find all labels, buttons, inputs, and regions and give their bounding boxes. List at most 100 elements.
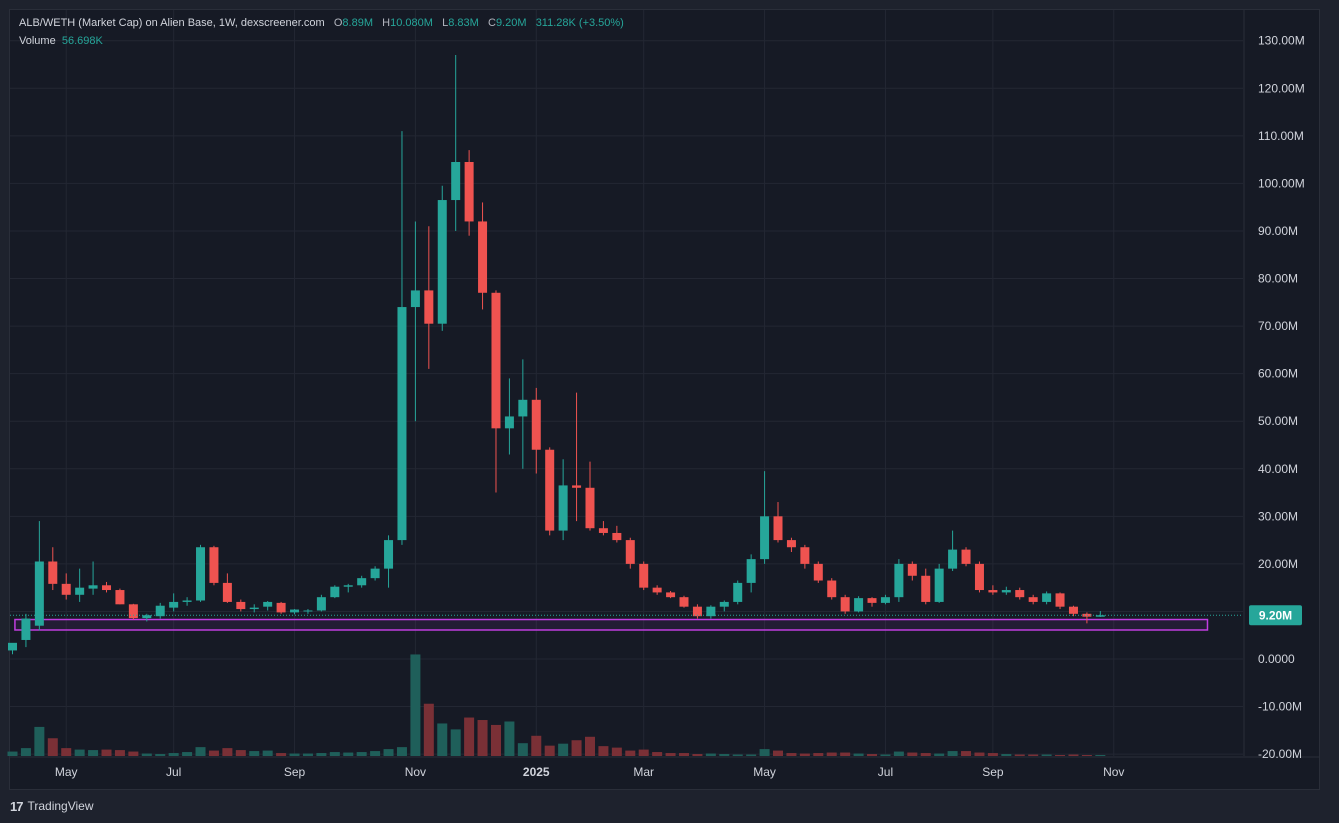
- y-tick-label: 120.00M: [1258, 81, 1305, 95]
- candle: [572, 392, 582, 522]
- candle: [504, 378, 514, 455]
- candle: [102, 581, 112, 593]
- candle: [290, 609, 300, 615]
- legend-title: ALB/WETH (Market Cap) on Alien Base, 1W,…: [19, 17, 325, 29]
- y-axis[interactable]: 130.00M 120.00M 110.00M 100.00M 90.00M 80.00M…: [1258, 34, 1305, 761]
- candle-body: [370, 568, 380, 579]
- volume-bar: [276, 753, 287, 756]
- candle: [182, 597, 192, 606]
- candle: [236, 599, 246, 612]
- candle: [384, 535, 394, 588]
- candle-body: [612, 532, 622, 541]
- footer-brand[interactable]: TradingView: [27, 799, 94, 813]
- volume-bar: [705, 753, 716, 756]
- volume-bar: [396, 747, 407, 756]
- x-tick-label: May: [753, 765, 776, 779]
- volume-bar: [679, 753, 689, 756]
- candle-body: [531, 399, 541, 450]
- candle-body: [666, 592, 676, 598]
- candle-body: [384, 540, 394, 569]
- volume-bar: [947, 751, 958, 756]
- volume-bar: [571, 740, 582, 756]
- candle: [840, 594, 850, 614]
- candle: [760, 471, 770, 564]
- volume-bar: [867, 754, 878, 756]
- candle: [1001, 586, 1011, 595]
- candle-body: [518, 399, 528, 417]
- candle-body: [464, 161, 474, 222]
- candle: [1042, 591, 1052, 605]
- volume-bar: [208, 750, 219, 756]
- volume-bar: [746, 754, 757, 756]
- candle: [880, 594, 890, 605]
- candle-body: [558, 485, 568, 531]
- candle-body: [316, 597, 326, 611]
- volume-bar: [611, 747, 622, 756]
- candle: [1068, 605, 1078, 617]
- volume-bar: [168, 753, 179, 756]
- candle: [424, 226, 434, 369]
- volume-bar: [531, 735, 542, 756]
- candle: [48, 547, 58, 591]
- candle: [531, 387, 541, 474]
- candle-body: [397, 307, 407, 541]
- candle-body: [719, 601, 729, 607]
- candle: [75, 568, 85, 602]
- volume-bar: [289, 753, 300, 756]
- candle-body: [1042, 593, 1052, 602]
- y-tick-label: 70.00M: [1258, 319, 1298, 333]
- x-axis[interactable]: May Jul Sep Nov 2025 Mar May Jul Sep Nov: [55, 765, 1125, 779]
- volume-bar: [759, 749, 770, 756]
- volume-bar: [1001, 754, 1012, 756]
- candle-body: [410, 290, 420, 308]
- candle: [894, 559, 904, 602]
- volume-bar: [1028, 754, 1039, 756]
- candle: [921, 568, 931, 605]
- y-tick-label: 110.00M: [1258, 129, 1304, 143]
- volume-bar: [302, 753, 313, 756]
- candle-body: [504, 416, 514, 429]
- volume-bar: [477, 720, 488, 756]
- volume-bar: [934, 753, 945, 756]
- volume-bar: [88, 750, 99, 756]
- candle: [115, 588, 125, 605]
- y-tick-label: 0.0000: [1258, 652, 1295, 666]
- candle-body: [75, 587, 85, 595]
- legend-high: 10.080M: [390, 17, 433, 29]
- x-tick-label: Mar: [633, 765, 654, 779]
- candle: [1055, 592, 1065, 610]
- candle-body: [1015, 590, 1025, 598]
- candle-body: [34, 561, 44, 626]
- candle: [451, 54, 461, 231]
- x-tick-label: May: [55, 765, 78, 779]
- chart-panel[interactable]: [9, 9, 1320, 790]
- volume-bar: [732, 754, 743, 756]
- candle-body: [639, 563, 649, 588]
- candle-body: [330, 586, 340, 598]
- candle: [854, 596, 864, 613]
- tradingview-logo-icon[interactable]: 17: [10, 798, 24, 814]
- candle-body: [343, 585, 353, 587]
- candle: [343, 583, 353, 593]
- candle-body: [800, 547, 810, 564]
- volume-bar: [410, 654, 421, 756]
- candle-body: [921, 575, 931, 602]
- candle: [464, 150, 474, 236]
- candle-body: [652, 587, 662, 593]
- candle-body: [934, 568, 944, 602]
- candle-body: [773, 516, 783, 541]
- candle-body: [437, 200, 447, 324]
- candle: [437, 185, 447, 331]
- legend-volume-label: Volume: [19, 35, 56, 47]
- volume-bar: [464, 717, 475, 756]
- candle: [625, 537, 635, 569]
- candle-body: [545, 449, 555, 531]
- candle-body: [128, 604, 138, 619]
- candle: [142, 613, 152, 622]
- candle: [679, 595, 689, 608]
- y-tick-label: 80.00M: [1258, 272, 1298, 286]
- candle: [733, 580, 743, 605]
- volume-bar: [370, 751, 381, 756]
- legend-open: 8.89M: [342, 17, 373, 29]
